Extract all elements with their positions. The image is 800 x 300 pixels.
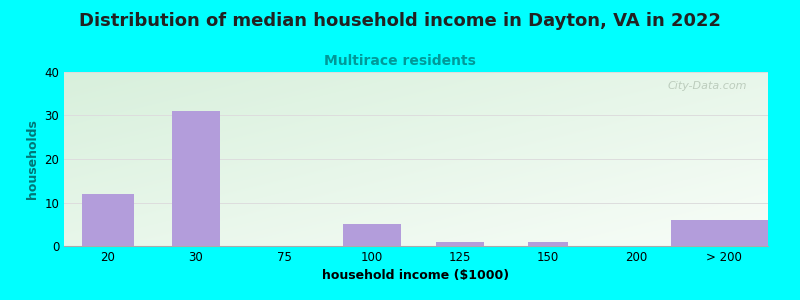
Bar [82,194,134,246]
Bar [172,111,220,246]
Bar [343,224,401,246]
Text: Multirace residents: Multirace residents [324,54,476,68]
Bar [436,242,484,246]
Bar [528,242,568,246]
X-axis label: household income ($1000): household income ($1000) [322,269,510,282]
Text: Distribution of median household income in Dayton, VA in 2022: Distribution of median household income … [79,12,721,30]
Bar [671,220,777,246]
Text: City-Data.com: City-Data.com [667,81,747,91]
Y-axis label: households: households [26,119,38,199]
